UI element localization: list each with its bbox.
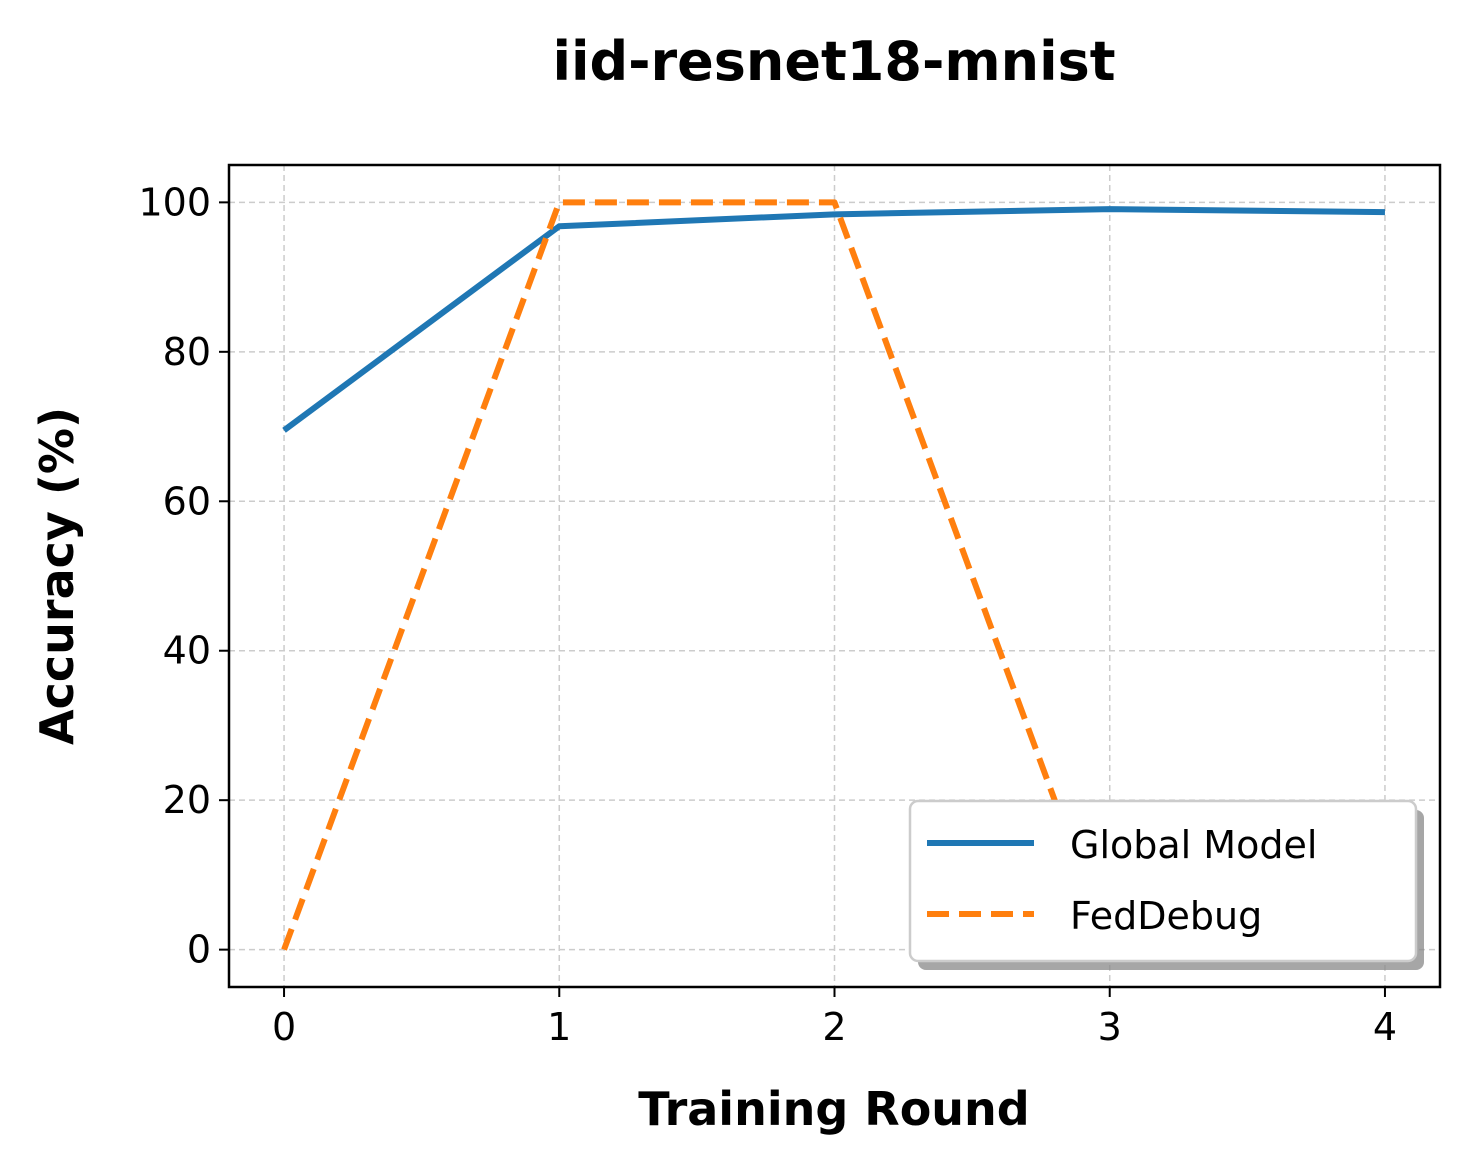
x-tick-label: 3 — [1098, 1005, 1122, 1049]
legend: Global Model FedDebug — [908, 799, 1424, 970]
chart-title: iid-resnet18-mnist — [552, 30, 1115, 93]
x-tick-label: 2 — [822, 1005, 846, 1049]
y-tick-label: 0 — [187, 928, 211, 972]
series-line-global-model — [282, 206, 1385, 433]
y-axis-title: Accuracy (%) — [30, 407, 84, 745]
x-tick-label: 1 — [547, 1005, 571, 1049]
y-tick-label: 60 — [163, 479, 211, 523]
y-tick-label: 20 — [163, 778, 211, 822]
legend-label-feddebug: FedDebug — [1070, 894, 1262, 938]
y-tick-label: 100 — [138, 180, 211, 224]
x-tick-label: 4 — [1373, 1005, 1397, 1049]
legend-label-global-model: Global Model — [1070, 823, 1317, 867]
legend-box — [908, 799, 1418, 963]
y-tick-label: 40 — [163, 629, 211, 673]
x-axis-title: Training Round — [638, 1082, 1029, 1136]
x-tick-label: 0 — [272, 1005, 296, 1049]
y-tick-label: 80 — [163, 330, 211, 374]
